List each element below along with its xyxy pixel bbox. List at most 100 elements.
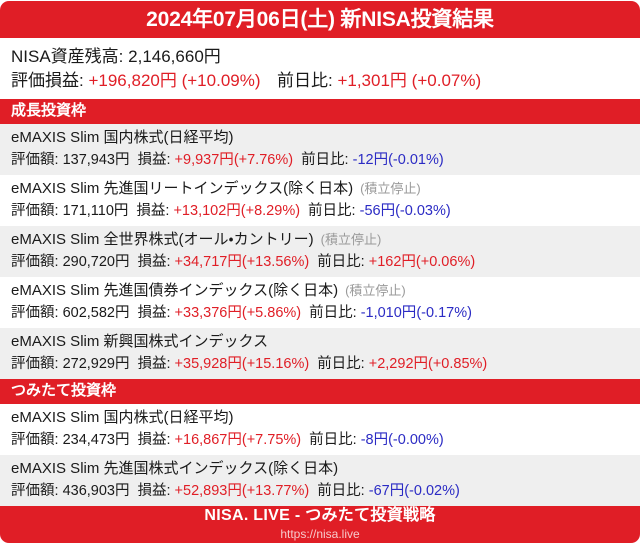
- fund-row[interactable]: eMAXIS Slim 新興国株式インデックス 評価額: 272,929円 損益: …: [0, 328, 640, 379]
- fund-list: eMAXIS Slim 国内株式(日経平均) 評価額: 137,943円 損益: +…: [0, 124, 640, 379]
- section-header: 成長投資枠: [0, 99, 640, 124]
- section-header: つみたて投資枠: [0, 379, 640, 404]
- valuation-value: 290,720円: [62, 254, 130, 270]
- fund-name: eMAXIS Slim 全世界株式(オール・カントリー): [11, 231, 314, 248]
- balance-line: NISA資産残高: 2,146,660円: [11, 45, 629, 69]
- daily-change-percent: (-0.17%): [416, 305, 472, 321]
- daily-change-percent: (-0.00%): [388, 432, 444, 448]
- valuation-value: 137,943円: [62, 152, 130, 168]
- balance-label: NISA資産残高:: [11, 47, 124, 66]
- valuation-value: 602,582円: [62, 305, 130, 321]
- valuation-value: 234,473円: [62, 432, 130, 448]
- profit-loss-percent: (+15.16%): [241, 356, 310, 372]
- profit-loss-value: +9,937円: [174, 152, 234, 168]
- daily-change-percent: (-0.03%): [395, 203, 451, 219]
- fund-detail-line: 評価額: 171,110円 損益: +13,102円(+8.29%) 前日比: -5…: [11, 200, 629, 222]
- valuation-label: 評価額:: [11, 356, 59, 372]
- daily-change-label: 前日比:: [276, 71, 333, 90]
- daily-change-value: -8円: [360, 432, 389, 448]
- daily-change-percent: (+0.06%): [415, 254, 476, 270]
- fund-row[interactable]: eMAXIS Slim 全世界株式(オール・カントリー) (積立停止) 評価額: 2…: [0, 226, 640, 277]
- daily-change-value: +2,292円: [368, 356, 429, 372]
- profit-loss-label: 損益:: [137, 305, 171, 321]
- fund-detail-line: 評価額: 137,943円 損益: +9,937円(+7.76%) 前日比: -12…: [11, 149, 629, 171]
- fund-row[interactable]: eMAXIS Slim 先進国債券インデックス(除く日本) (積立停止) 評価額: …: [0, 277, 640, 328]
- profit-loss-label: 損益:: [137, 356, 171, 372]
- fund-name-line: eMAXIS Slim 国内株式(日経平均): [11, 127, 629, 149]
- fund-name-line: eMAXIS Slim 全世界株式(オール・カントリー) (積立停止): [11, 229, 629, 251]
- fund-name-line: eMAXIS Slim 先進国株式インデックス(除く日本): [11, 458, 629, 480]
- profit-loss-percent: (+7.75%): [241, 432, 302, 448]
- daily-change-label: 前日比:: [308, 203, 356, 219]
- fund-name-line: eMAXIS Slim 先進国債券インデックス(除く日本) (積立停止): [11, 280, 629, 302]
- profit-loss-value: +13,102円: [173, 203, 241, 219]
- daily-change-value: -12円: [352, 152, 389, 168]
- profit-loss-label: 損益:: [137, 254, 171, 270]
- contribution-halted-badge: (積立停止): [345, 283, 406, 298]
- profit-loss-percent: (+13.77%): [241, 483, 310, 499]
- pnl-label: 評価損益:: [11, 71, 84, 90]
- summary-panel: NISA資産残高: 2,146,660円 評価損益: +196,820円 (+1…: [0, 38, 640, 99]
- daily-change-label: 前日比:: [309, 432, 357, 448]
- fund-row[interactable]: eMAXIS Slim 国内株式(日経平均) 評価額: 137,943円 損益: +…: [0, 124, 640, 175]
- daily-change-label: 前日比:: [309, 305, 357, 321]
- fund-name: eMAXIS Slim 新興国株式インデックス: [11, 333, 269, 350]
- daily-change-percent: (-0.02%): [404, 483, 460, 499]
- valuation-label: 評価額:: [11, 483, 59, 499]
- pnl-line: 評価損益: +196,820円 (+10.09%) 前日比: +1,301円 (…: [11, 69, 629, 93]
- profit-loss-label: 損益:: [137, 483, 171, 499]
- footer-url[interactable]: https://nisa.live: [280, 527, 360, 541]
- valuation-label: 評価額:: [11, 432, 59, 448]
- daily-change-label: 前日比:: [301, 152, 349, 168]
- profit-loss-percent: (+8.29%): [240, 203, 301, 219]
- profit-loss-value: +34,717円: [174, 254, 242, 270]
- fund-list: eMAXIS Slim 国内株式(日経平均) 評価額: 234,473円 損益: +…: [0, 404, 640, 506]
- valuation-value: 272,929円: [62, 356, 130, 372]
- fund-detail-line: 評価額: 602,582円 損益: +33,376円(+5.86%) 前日比: -1…: [11, 302, 629, 324]
- fund-name: eMAXIS Slim 国内株式(日経平均): [11, 129, 234, 146]
- contribution-halted-badge: (積立停止): [360, 181, 421, 196]
- daily-change-label: 前日比:: [317, 356, 365, 372]
- valuation-value: 171,110円: [62, 203, 129, 219]
- title-bar: 2024年07月06日(土) 新NISA投資結果: [0, 1, 640, 38]
- fund-name: eMAXIS Slim 先進国リートインデックス(除く日本): [11, 180, 354, 197]
- daily-change-percent: (-0.01%): [388, 152, 444, 168]
- profit-loss-value: +33,376円: [174, 305, 242, 321]
- fund-name: eMAXIS Slim 先進国株式インデックス(除く日本): [11, 460, 339, 477]
- daily-change-value: +162円: [368, 254, 416, 270]
- profit-loss-percent: (+5.86%): [241, 305, 302, 321]
- footer-brand: NISA. LIVE - つみたて投資戦略: [204, 507, 436, 524]
- fund-detail-line: 評価額: 436,903円 損益: +52,893円(+13.77%) 前日比: -…: [11, 480, 629, 502]
- daily-change-label: 前日比:: [317, 254, 365, 270]
- valuation-value: 436,903円: [62, 483, 130, 499]
- daily-change-value: -1,010円: [360, 305, 417, 321]
- sections-container: 成長投資枠 eMAXIS Slim 国内株式(日経平均) 評価額: 137,943円…: [0, 99, 640, 506]
- valuation-label: 評価額:: [11, 254, 59, 270]
- valuation-label: 評価額:: [11, 152, 59, 168]
- fund-detail-line: 評価額: 290,720円 損益: +34,717円(+13.56%) 前日比: +…: [11, 251, 629, 273]
- fund-name: eMAXIS Slim 国内株式(日経平均): [11, 409, 234, 426]
- profit-loss-label: 損益:: [136, 203, 170, 219]
- fund-row[interactable]: eMAXIS Slim 先進国株式インデックス(除く日本) 評価額: 436,90…: [0, 455, 640, 506]
- fund-row[interactable]: eMAXIS Slim 先進国リートインデックス(除く日本) (積立停止) 評価額:…: [0, 175, 640, 226]
- profit-loss-label: 損益:: [137, 432, 171, 448]
- profit-loss-percent: (+13.56%): [241, 254, 310, 270]
- daily-change-label: 前日比:: [317, 483, 365, 499]
- daily-change-value: -67円: [368, 483, 405, 499]
- fund-row[interactable]: eMAXIS Slim 国内株式(日経平均) 評価額: 234,473円 損益: +…: [0, 404, 640, 455]
- valuation-label: 評価額:: [11, 305, 59, 321]
- pnl-percent: (+10.09%): [181, 71, 261, 90]
- contribution-halted-badge: (積立停止): [320, 232, 382, 247]
- pnl-value: +196,820円: [88, 71, 177, 90]
- profit-loss-value: +52,893円: [174, 483, 242, 499]
- fund-name-line: eMAXIS Slim 国内株式(日経平均): [11, 407, 629, 429]
- fund-name-line: eMAXIS Slim 先進国リートインデックス(除く日本) (積立停止): [11, 178, 629, 200]
- daily-change-value: +1,301円: [337, 71, 407, 90]
- page-title: 2024年07月06日(土) 新NISA投資結果: [146, 8, 494, 31]
- daily-change-value: -56円: [359, 203, 396, 219]
- fund-name-line: eMAXIS Slim 新興国株式インデックス: [11, 331, 629, 353]
- fund-name: eMAXIS Slim 先進国債券インデックス(除く日本): [11, 282, 339, 299]
- daily-change-percent: (+0.07%): [411, 71, 482, 90]
- valuation-label: 評価額:: [11, 203, 59, 219]
